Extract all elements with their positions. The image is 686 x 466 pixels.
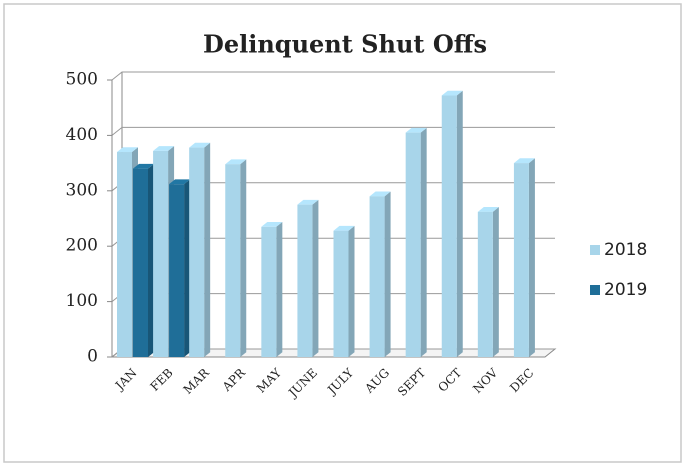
bar-front bbox=[297, 204, 313, 357]
bar-front bbox=[153, 150, 169, 357]
bar bbox=[189, 142, 211, 357]
bar-top bbox=[153, 146, 175, 151]
grid-line bbox=[111, 126, 555, 136]
legend-label: 2018 bbox=[604, 240, 647, 260]
y-tick-label: 300 bbox=[66, 180, 98, 200]
bar-side bbox=[348, 225, 355, 357]
bar-top bbox=[297, 199, 319, 205]
bar-side bbox=[420, 127, 427, 357]
bar-top bbox=[117, 147, 138, 153]
chart-title: Delinquent Shut Offs bbox=[203, 30, 487, 59]
bar bbox=[513, 158, 535, 357]
bar-side bbox=[204, 142, 211, 357]
y-tick-label: 200 bbox=[66, 236, 98, 256]
bar bbox=[133, 163, 154, 357]
bar-top bbox=[169, 179, 191, 185]
bar-top bbox=[441, 90, 463, 96]
bar-front bbox=[513, 163, 529, 357]
bar-side bbox=[276, 222, 283, 357]
bar-front bbox=[441, 95, 457, 358]
legend-swatch bbox=[590, 245, 600, 255]
bar-front bbox=[369, 196, 385, 357]
y-tick-label: 500 bbox=[66, 70, 98, 90]
bar bbox=[441, 90, 463, 358]
bar-side bbox=[528, 158, 535, 357]
bar bbox=[369, 191, 391, 357]
bar bbox=[169, 179, 191, 357]
bar-top bbox=[133, 163, 154, 169]
grid-line bbox=[111, 71, 555, 81]
y-tick-label: 0 bbox=[87, 347, 98, 367]
bar-front bbox=[169, 184, 185, 357]
bar-top bbox=[405, 127, 427, 133]
bar-side bbox=[456, 90, 463, 357]
bar bbox=[297, 199, 319, 357]
y-tick-label: 400 bbox=[66, 125, 98, 145]
bar-front bbox=[405, 132, 421, 357]
bar bbox=[225, 159, 247, 357]
bar-side bbox=[148, 163, 154, 357]
bar bbox=[261, 222, 283, 357]
bar-side bbox=[312, 199, 319, 357]
bar-front bbox=[117, 152, 132, 357]
bar bbox=[405, 127, 427, 357]
bar-side bbox=[184, 179, 191, 357]
bar-front bbox=[133, 168, 148, 357]
bar-top bbox=[261, 222, 283, 227]
bar-side bbox=[240, 159, 247, 357]
bar-side bbox=[384, 191, 391, 357]
bar-front bbox=[225, 164, 241, 357]
bar-top bbox=[189, 142, 211, 148]
legend-label: 2019 bbox=[604, 280, 647, 300]
bar bbox=[333, 225, 355, 357]
bar-front bbox=[333, 230, 349, 357]
bar-side bbox=[492, 207, 499, 357]
bar-top bbox=[333, 225, 355, 231]
bar-front bbox=[189, 147, 205, 357]
bar-top bbox=[477, 207, 499, 212]
bar-top bbox=[513, 158, 535, 164]
bar-top bbox=[225, 159, 247, 165]
bar bbox=[477, 207, 499, 357]
legend-swatch bbox=[590, 285, 600, 295]
bar-top bbox=[369, 191, 391, 197]
bar-front bbox=[261, 226, 277, 357]
bar-front bbox=[477, 211, 493, 357]
y-tick-label: 100 bbox=[66, 291, 98, 311]
